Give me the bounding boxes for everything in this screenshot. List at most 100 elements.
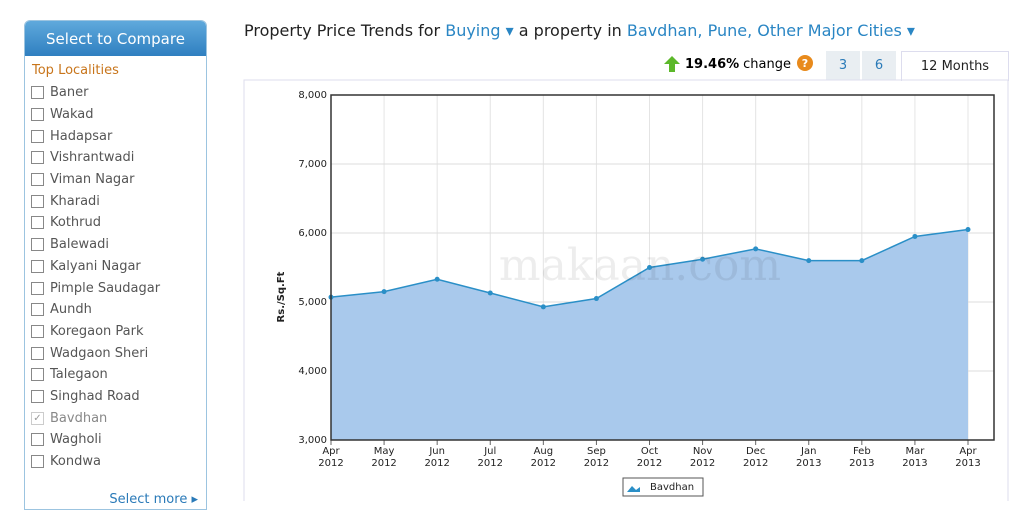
point <box>381 289 387 295</box>
locality-item[interactable]: Kothrud <box>31 212 206 234</box>
x-tick-label: Jul 2012 <box>478 446 503 469</box>
legend-swatch <box>627 486 640 492</box>
x-tick-label: Mar 2013 <box>902 446 927 469</box>
point <box>753 246 759 252</box>
checkbox[interactable] <box>31 433 44 447</box>
locality-label[interactable]: Kalyani Nagar <box>50 258 141 274</box>
x-tick-label: Sep 2012 <box>584 446 609 469</box>
checkbox[interactable] <box>31 455 44 469</box>
checkbox[interactable] <box>31 86 44 100</box>
locality-label[interactable]: Vishrantwadi <box>50 150 135 166</box>
locality-item[interactable]: Baner <box>31 82 206 104</box>
locality-label[interactable]: Kondwa <box>50 454 101 470</box>
checkbox[interactable] <box>31 238 44 252</box>
checkbox[interactable] <box>31 324 44 338</box>
x-tick-label: Dec 2012 <box>743 446 768 469</box>
select-more-label[interactable]: Select more <box>109 492 188 507</box>
locality-label[interactable]: Bavdhan <box>50 410 108 426</box>
help-icon[interactable]: ? <box>796 54 816 74</box>
locality-label[interactable]: Aundh <box>50 302 92 318</box>
y-tick-label: 5,000 <box>298 297 327 308</box>
change-box: 19.46% change ? <box>663 54 816 74</box>
locality-item[interactable]: Vishrantwadi <box>31 147 206 169</box>
locality-label[interactable]: Singhad Road <box>50 388 140 404</box>
watermark: makaan.com <box>499 240 781 291</box>
y-tick-label: 6,000 <box>298 228 327 239</box>
svg-text:?: ? <box>802 57 808 70</box>
point <box>328 294 334 300</box>
header-prefix: Property Price Trends for <box>244 21 441 40</box>
checkbox[interactable]: ✓ <box>31 411 44 425</box>
mode-select[interactable]: Buying ▾ <box>445 21 514 40</box>
locality-item[interactable]: Kondwa <box>31 451 206 473</box>
sidebar-subtitle: Top Localities <box>32 63 119 78</box>
checkbox[interactable] <box>31 346 44 360</box>
plot-area <box>331 95 994 440</box>
period-tab[interactable]: 6 <box>862 51 896 80</box>
locality-item[interactable]: Balewadi <box>31 234 206 256</box>
point <box>859 258 865 264</box>
locality-label[interactable]: Koregaon Park <box>50 323 144 339</box>
locality-label[interactable]: Viman Nagar <box>50 172 135 188</box>
locality-label[interactable]: Talegaon <box>50 367 108 383</box>
x-tick-label: Feb 2013 <box>849 446 874 469</box>
area <box>331 229 968 440</box>
locality-item[interactable]: Wagholi <box>31 429 206 451</box>
point <box>806 258 812 264</box>
locality-label[interactable]: Wagholi <box>50 432 102 448</box>
legend-box <box>622 477 704 497</box>
x-tick-label: Apr 2013 <box>955 446 980 469</box>
locality-label[interactable]: Balewadi <box>50 237 109 253</box>
point <box>434 276 440 282</box>
location[interactable]: Bavdhan, Pune, Other Major Cities <box>626 21 902 40</box>
locality-item[interactable]: Koregaon Park <box>31 321 206 343</box>
locality-label[interactable]: Hadapsar <box>50 128 113 144</box>
locality-item[interactable]: ✓ Bavdhan <box>31 407 206 429</box>
header: Property Price Trends for Buying ▾ a pro… <box>244 21 915 40</box>
line <box>330 228 969 308</box>
locality-item[interactable]: Hadapsar <box>31 125 206 147</box>
locality-item[interactable]: Singhad Road <box>31 386 206 408</box>
checkbox[interactable] <box>31 216 44 230</box>
locality-item[interactable]: Aundh <box>31 299 206 321</box>
checkbox[interactable] <box>31 368 44 382</box>
period-tab[interactable]: 3 <box>826 51 860 80</box>
locality-label[interactable]: Kothrud <box>50 215 102 231</box>
checkbox[interactable] <box>31 303 44 317</box>
select-more[interactable]: Select more ▸ <box>109 492 198 507</box>
checkbox[interactable] <box>31 259 44 273</box>
point <box>965 227 971 233</box>
locality-label[interactable]: Kharadi <box>50 193 100 209</box>
locality-label[interactable]: Baner <box>50 85 89 101</box>
locality-label[interactable]: Pimple Saudagar <box>50 280 161 296</box>
locality-label[interactable]: Wakad <box>50 107 94 123</box>
locality-label[interactable]: Wadgaon Sheri <box>50 345 149 361</box>
x-tick-label: Oct 2012 <box>637 446 662 469</box>
checkbox[interactable] <box>31 108 44 122</box>
locality-item[interactable]: Kalyani Nagar <box>31 256 206 278</box>
point <box>593 296 599 302</box>
y-axis-label: Rs./Sq.Ft <box>276 271 287 322</box>
checkbox[interactable] <box>31 173 44 187</box>
locality-item[interactable]: Kharadi <box>31 190 206 212</box>
location-select[interactable]: Bavdhan, Pune, Other Major Cities ▾ <box>626 21 915 40</box>
checkbox[interactable] <box>31 389 44 403</box>
period-tab[interactable]: 12 Months <box>901 51 1009 81</box>
up-arrow <box>664 56 680 72</box>
checkbox[interactable] <box>31 129 44 143</box>
x-tick-label: Aug 2012 <box>531 446 556 469</box>
locality-item[interactable]: Viman Nagar <box>31 169 206 191</box>
sidebar: Select to Compare Top Localities Baner Wa… <box>24 20 207 510</box>
mode[interactable]: Buying <box>445 21 501 40</box>
locality-item[interactable]: Wadgaon Sheri <box>31 342 206 364</box>
locality-item[interactable]: Talegaon <box>31 364 206 386</box>
checkbox[interactable] <box>31 281 44 295</box>
checkbox[interactable] <box>31 151 44 165</box>
change-value: 19.46% <box>685 56 740 72</box>
header-middle: a property in <box>518 21 622 40</box>
locality-item[interactable]: Wakad <box>31 104 206 126</box>
locality-item[interactable]: Pimple Saudagar <box>31 277 206 299</box>
checkbox[interactable] <box>31 194 44 208</box>
y-tick-label: 3,000 <box>298 435 327 446</box>
